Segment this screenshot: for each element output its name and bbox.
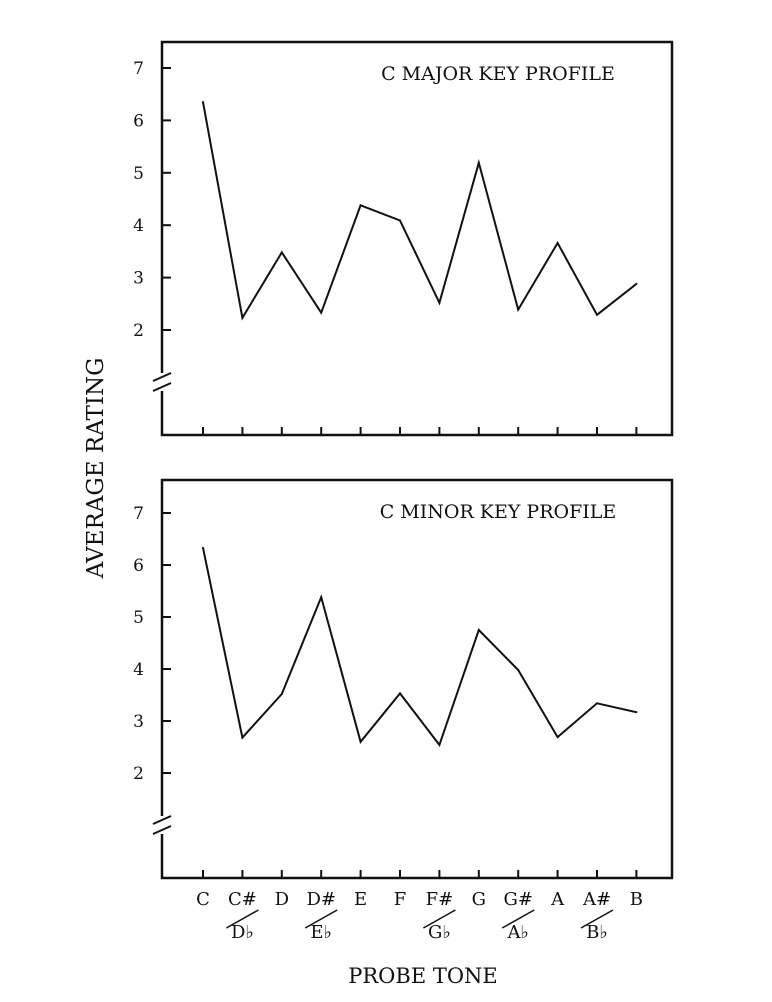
data-point bbox=[438, 301, 441, 304]
chart-title: C MINOR KEY PROFILE bbox=[380, 501, 617, 523]
data-point bbox=[320, 596, 323, 599]
axis-break-gap bbox=[159, 816, 165, 834]
series-line bbox=[202, 547, 637, 747]
x-tick-label: A♭ bbox=[506, 922, 529, 943]
data-point bbox=[517, 308, 520, 311]
x-tick-label: B♭ bbox=[586, 922, 608, 943]
data-point bbox=[596, 702, 598, 705]
plot-frame bbox=[160, 478, 674, 880]
data-point bbox=[556, 736, 559, 739]
data-point bbox=[202, 101, 204, 104]
x-tick-label-divider bbox=[580, 909, 614, 929]
x-tick-label: A bbox=[550, 889, 565, 910]
x-tick-label-divider bbox=[226, 909, 259, 929]
axis-break-mark bbox=[152, 382, 172, 392]
data-point bbox=[477, 161, 480, 164]
x-tick-label: C# bbox=[228, 889, 257, 910]
x-tick-label: E bbox=[354, 889, 367, 910]
plot-frame bbox=[160, 40, 674, 437]
y-tick-label: 5 bbox=[133, 608, 144, 628]
data-point bbox=[359, 740, 362, 743]
data-point bbox=[596, 313, 598, 316]
data-point bbox=[202, 546, 204, 549]
x-tick-label: E♭ bbox=[310, 922, 332, 943]
y-tick-label: 4 bbox=[133, 216, 144, 236]
axis-break-gap bbox=[159, 373, 165, 391]
x-tick-label: G bbox=[472, 889, 486, 910]
chart-title: C MAJOR KEY PROFILE bbox=[381, 63, 615, 85]
data-point bbox=[241, 316, 244, 319]
chart-panel-2: 2 3 4 5 6 7 C MINOR KEY PROFILE bbox=[133, 478, 674, 880]
data-point bbox=[438, 743, 441, 746]
data-point bbox=[556, 242, 559, 245]
data-point bbox=[241, 736, 244, 739]
x-tick-label-divider bbox=[501, 909, 535, 929]
x-axis-label: PROBE TONE bbox=[348, 964, 498, 988]
axis-break-mark bbox=[152, 815, 172, 825]
y-tick-label: 4 bbox=[133, 660, 144, 680]
data-point bbox=[399, 219, 401, 222]
x-tick-labels: C C# D♭ D D# E♭ E F F# G♭ G G# A♭ A A# B♭ B bbox=[196, 889, 643, 943]
axis-break-mark bbox=[152, 825, 172, 835]
x-tick-label: G♭ bbox=[428, 922, 451, 943]
x-tick-label: F bbox=[394, 889, 407, 910]
data-point bbox=[280, 692, 283, 695]
y-axis-label: AVERAGE RATING bbox=[83, 358, 109, 580]
x-tick-label: D♭ bbox=[231, 922, 254, 943]
data-point bbox=[320, 311, 323, 314]
data-point bbox=[517, 669, 520, 672]
y-tick-label: 3 bbox=[133, 712, 144, 732]
series-line bbox=[202, 101, 638, 321]
x-tick-label: C bbox=[196, 889, 210, 910]
axis-break-mark bbox=[152, 372, 172, 382]
y-tick-label: 6 bbox=[133, 556, 144, 576]
x-tick-label-divider bbox=[423, 909, 456, 929]
x-tick-label: A# bbox=[582, 889, 611, 910]
data-point bbox=[280, 251, 283, 254]
y-tick-label: 5 bbox=[133, 164, 144, 184]
data-point bbox=[477, 629, 480, 631]
y-tick-label: 7 bbox=[133, 59, 144, 79]
x-tick-label: G# bbox=[503, 889, 532, 910]
chart-panel-1: 2 3 4 5 6 7 C MAJOR KEY PROFILE bbox=[133, 40, 674, 437]
y-tick-label: 2 bbox=[133, 764, 144, 784]
x-tick-label: D# bbox=[306, 889, 336, 910]
y-tick-label: 3 bbox=[133, 269, 144, 289]
x-tick-label: F# bbox=[426, 889, 454, 910]
y-tick-label: 7 bbox=[133, 504, 144, 524]
data-point bbox=[635, 711, 638, 714]
data-point bbox=[399, 692, 401, 695]
x-tick-label-divider bbox=[304, 909, 338, 929]
y-tick-label: 6 bbox=[133, 111, 144, 131]
y-tick-label: 2 bbox=[133, 321, 144, 341]
data-point bbox=[635, 282, 638, 285]
x-tick-label: B bbox=[630, 889, 643, 910]
data-point bbox=[359, 204, 362, 207]
x-tick-label: D bbox=[275, 889, 289, 910]
